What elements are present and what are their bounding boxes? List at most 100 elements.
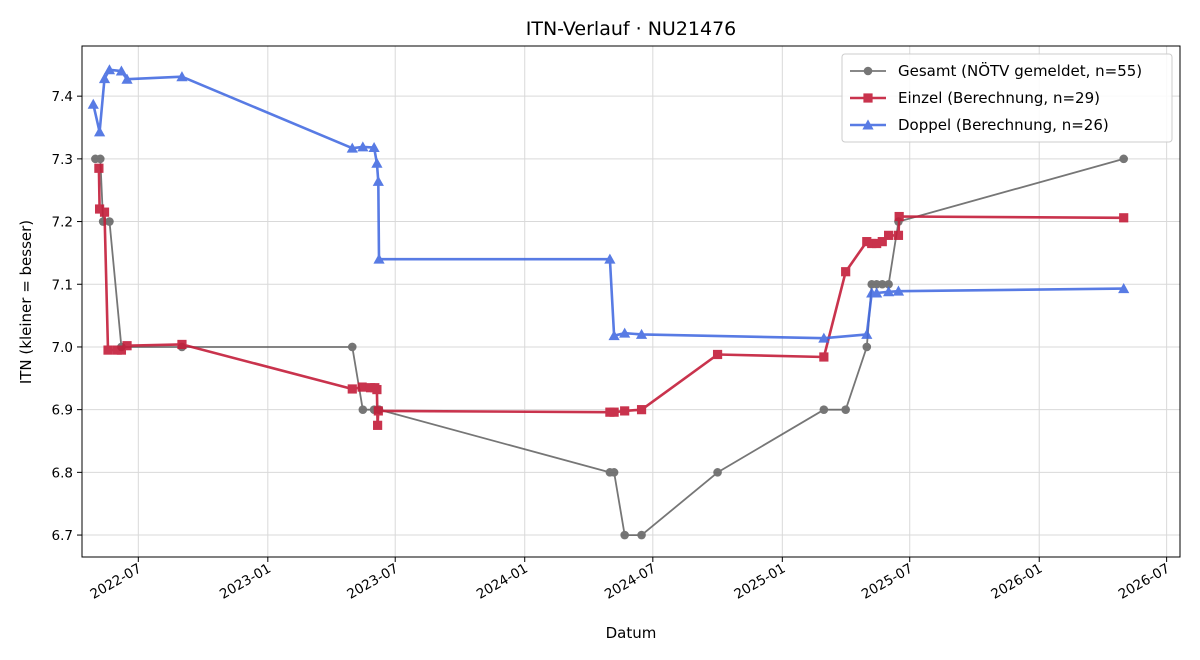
data-point-doppel	[115, 65, 128, 76]
series-einzel	[94, 163, 1129, 430]
data-point-doppel	[357, 141, 369, 152]
legend-swatch-marker	[862, 119, 874, 130]
data-point-einzel	[712, 349, 723, 360]
y-tick-label: 7.0	[52, 340, 73, 356]
data-point-doppel	[373, 253, 385, 264]
data-point-gesamt	[862, 342, 872, 352]
data-point-einzel	[862, 237, 872, 247]
x-tick-label: 2025-01	[731, 561, 788, 603]
data-point-doppel	[883, 286, 895, 297]
data-point-gesamt	[620, 530, 629, 540]
data-point-einzel	[116, 345, 127, 355]
data-point-einzel	[867, 238, 877, 249]
data-point-doppel	[608, 330, 620, 341]
data-point-doppel	[346, 142, 358, 153]
data-point-doppel	[892, 285, 905, 296]
legend-label: Doppel (Berechnung, n=26)	[898, 116, 1109, 134]
data-point-doppel	[103, 64, 116, 75]
legend-box	[841, 53, 1173, 143]
legend-item-gesamt	[850, 66, 886, 76]
data-point-doppel	[619, 327, 631, 338]
data-point-doppel	[635, 328, 648, 339]
legend-label: Gesamt (NÖTV gemeldet, n=55)	[898, 61, 1142, 80]
data-point-einzel	[103, 345, 113, 355]
data-point-gesamt	[884, 279, 893, 289]
data-point-einzel	[893, 230, 904, 240]
chart-title: ITN-Verlauf · NU21476	[526, 18, 737, 40]
data-point-doppel	[368, 141, 380, 153]
data-point-gesamt	[105, 217, 114, 226]
data-point-doppel	[871, 287, 883, 298]
grid	[82, 46, 1180, 557]
data-point-gesamt	[347, 342, 357, 352]
data-point-einzel	[872, 238, 882, 249]
data-point-doppel	[818, 332, 830, 343]
legend-swatch-marker	[863, 93, 873, 103]
y-tick-label: 7.1	[52, 277, 73, 293]
data-point-einzel	[347, 384, 357, 394]
x-tick-label: 2026-07	[1116, 561, 1173, 603]
data-point-einzel	[94, 163, 104, 173]
y-tick-label: 7.2	[52, 215, 73, 231]
legend-item-doppel	[850, 119, 886, 130]
data-point-einzel	[373, 420, 383, 430]
data-point-einzel	[94, 204, 105, 214]
data-point-einzel	[177, 339, 187, 350]
data-point-einzel	[122, 341, 132, 351]
y-tick-label: 7.4	[52, 89, 73, 105]
data-point-gesamt	[96, 154, 105, 164]
data-point-doppel	[371, 157, 383, 168]
data-point-einzel	[1119, 213, 1129, 223]
x-tick-label: 2023-07	[344, 561, 401, 603]
plot-frame	[81, 45, 1181, 558]
data-point-einzel	[609, 407, 619, 417]
data-point-einzel	[636, 405, 647, 415]
x-tick-label: 2025-07	[859, 561, 916, 603]
data-point-doppel	[604, 253, 616, 264]
legend-label: Einzel (Berechnung, n=29)	[898, 89, 1100, 107]
data-point-gesamt	[358, 405, 368, 414]
y-tick-label: 6.8	[52, 465, 73, 481]
data-point-einzel	[99, 207, 110, 217]
data-point-doppel	[98, 73, 111, 84]
y-tick-label: 6.9	[52, 403, 73, 419]
data-point-doppel	[87, 98, 99, 109]
data-point-gesamt	[609, 468, 619, 477]
legend: Gesamt (NÖTV gemeldet, n=55) Einzel (Bere…	[841, 53, 1173, 143]
y-tick-label: 7.3	[52, 152, 73, 168]
data-point-doppel	[372, 175, 384, 186]
data-point-gesamt	[877, 279, 887, 289]
x-tick-label: 2024-07	[602, 561, 659, 603]
series-doppel	[87, 64, 1130, 343]
series-layer	[87, 64, 1130, 540]
data-point-gesamt	[819, 405, 829, 414]
data-point-doppel	[93, 126, 106, 137]
data-point-gesamt	[713, 468, 722, 477]
x-tick-label: 2024-01	[474, 561, 531, 603]
data-point-doppel	[121, 73, 133, 84]
data-point-einzel	[372, 384, 382, 395]
x-tick-label: 2023-01	[217, 561, 274, 603]
data-point-einzel	[620, 406, 630, 416]
data-point-einzel	[877, 237, 887, 247]
data-point-gesamt	[1119, 154, 1128, 164]
x-tick-label: 2022-07	[87, 561, 144, 603]
data-point-einzel	[373, 406, 383, 416]
data-point-doppel	[176, 71, 188, 82]
data-point-einzel	[357, 382, 367, 392]
data-point-einzel	[894, 211, 904, 222]
data-point-einzel	[884, 230, 894, 240]
data-point-gesamt	[637, 530, 646, 540]
legend-item-einzel	[850, 93, 886, 103]
data-point-einzel	[819, 352, 829, 362]
x-tick-label: 2026-01	[988, 561, 1045, 603]
x-axis: 2022-07 2023-01 2023-07 2024-01 2024-07 2025-…	[87, 557, 1173, 603]
data-point-doppel	[861, 328, 873, 339]
data-point-einzel	[841, 267, 851, 277]
x-axis-label: Datum	[606, 624, 657, 642]
y-axis-label: ITN (kleiner = besser)	[17, 220, 35, 384]
data-point-doppel	[1118, 283, 1130, 294]
data-point-gesamt	[841, 405, 850, 414]
y-tick-label: 6.7	[52, 528, 73, 544]
